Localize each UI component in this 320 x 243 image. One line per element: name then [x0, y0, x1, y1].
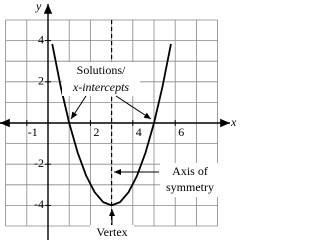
annotation: Solutions/	[77, 63, 126, 77]
annotation: Axis of	[172, 164, 208, 178]
y-tick-label: -4	[34, 197, 44, 211]
x-tick-label: 4	[136, 125, 142, 139]
label-background	[62, 62, 140, 96]
x-tick-label: 6	[178, 125, 184, 139]
annotation: x-intercepts	[72, 80, 130, 94]
y-tick-label: 2	[38, 74, 44, 88]
y-tick-label: 4	[38, 32, 44, 46]
label-background	[160, 163, 222, 197]
y-tick-label: -2	[34, 156, 44, 170]
chart: x y -1 2 4 6 -4 -2 2 4 Solutions/ x-intercepts Ax…	[0, 0, 237, 241]
x-tick-label: 2	[93, 125, 99, 139]
annotation: Vertex	[96, 225, 127, 239]
arrow	[115, 95, 152, 120]
x-tick-label: -1	[28, 125, 38, 139]
arrow	[70, 95, 87, 120]
y-axis-label: y	[35, 0, 42, 13]
annotation: symmetry	[166, 180, 214, 194]
x-axis-label: x	[230, 115, 237, 129]
label-background	[90, 225, 134, 241]
